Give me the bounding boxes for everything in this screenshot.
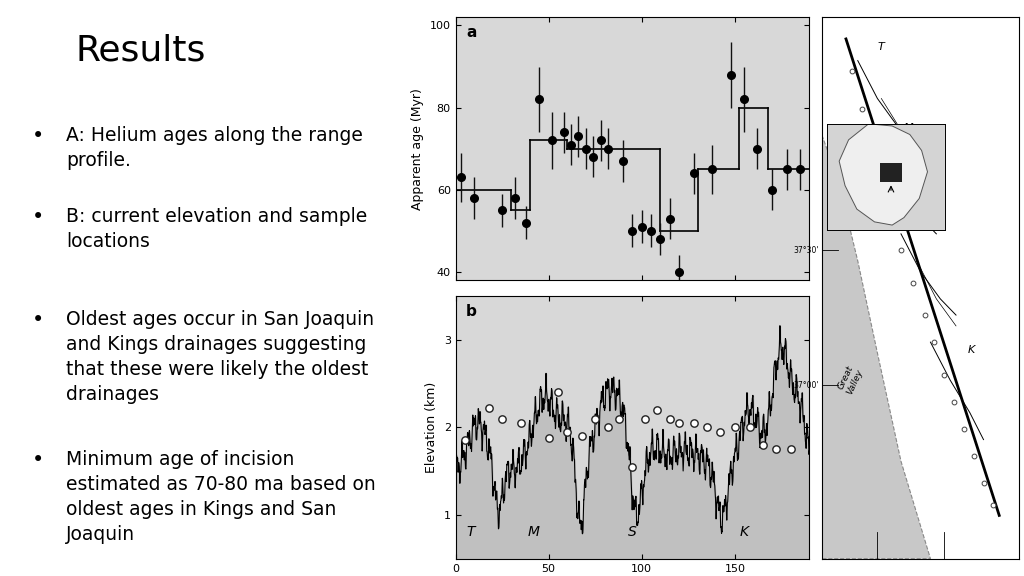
Point [782,445,799,454]
Point [481,403,498,412]
Point [686,418,702,427]
Text: K: K [739,525,749,540]
Point [600,423,616,432]
Point [727,423,743,432]
Text: Great
Valley: Great Valley [836,364,864,396]
Point [671,418,687,427]
Point [853,105,869,114]
Text: K: K [968,345,975,355]
Point [873,175,890,184]
Text: b: b [466,304,477,319]
Point [625,462,641,471]
Point [662,414,678,423]
Point [916,310,933,320]
Text: T: T [878,42,885,52]
Text: •: • [32,450,44,471]
Point [648,405,665,414]
Y-axis label: Elevation (km): Elevation (km) [425,382,438,473]
Point [893,245,909,255]
Point [946,397,963,406]
Text: •: • [32,126,44,146]
Point [985,500,1001,509]
Text: S: S [628,525,637,540]
Point [513,418,529,427]
Point [883,213,899,222]
Point [955,424,972,433]
Text: a: a [466,25,476,40]
Point [936,370,952,379]
Point [844,67,860,76]
Point [926,338,942,347]
Point [494,414,510,423]
Point [904,278,921,287]
Bar [881,163,901,183]
Text: T: T [466,525,475,540]
Point [975,478,991,487]
Point [966,451,982,460]
Point [541,433,557,442]
Text: 37°30': 37°30' [793,245,818,255]
Polygon shape [822,137,931,559]
Text: B: current elevation and sample
locations: B: current elevation and sample location… [67,207,368,251]
Point [755,440,771,449]
Point [768,445,784,454]
Y-axis label: Apparent age (Myr): Apparent age (Myr) [412,88,424,210]
Text: M: M [904,123,913,133]
Text: Oldest ages occur in San Joaquin
and Kings drainages suggesting
that these were : Oldest ages occur in San Joaquin and Kin… [67,310,375,404]
Point [637,414,653,423]
Point [698,423,715,432]
Point [587,414,603,423]
Text: •: • [32,310,44,329]
Text: M: M [527,525,540,540]
Point [559,427,575,436]
Text: Results: Results [75,33,206,67]
Point [712,427,728,436]
Text: •: • [32,207,44,227]
Point [457,436,473,445]
Point [863,143,880,152]
Text: S: S [933,215,940,225]
Text: Minimum age of incision
estimated as 70-80 ma based on
oldest ages in Kings and : Minimum age of incision estimated as 70-… [67,450,376,544]
Text: A: Helium ages along the range
profile.: A: Helium ages along the range profile. [67,126,364,169]
Point [550,388,566,397]
Point [611,414,628,423]
Point [741,423,758,432]
Point [574,431,591,441]
Text: 37°00': 37°00' [793,381,818,390]
Polygon shape [840,124,928,225]
